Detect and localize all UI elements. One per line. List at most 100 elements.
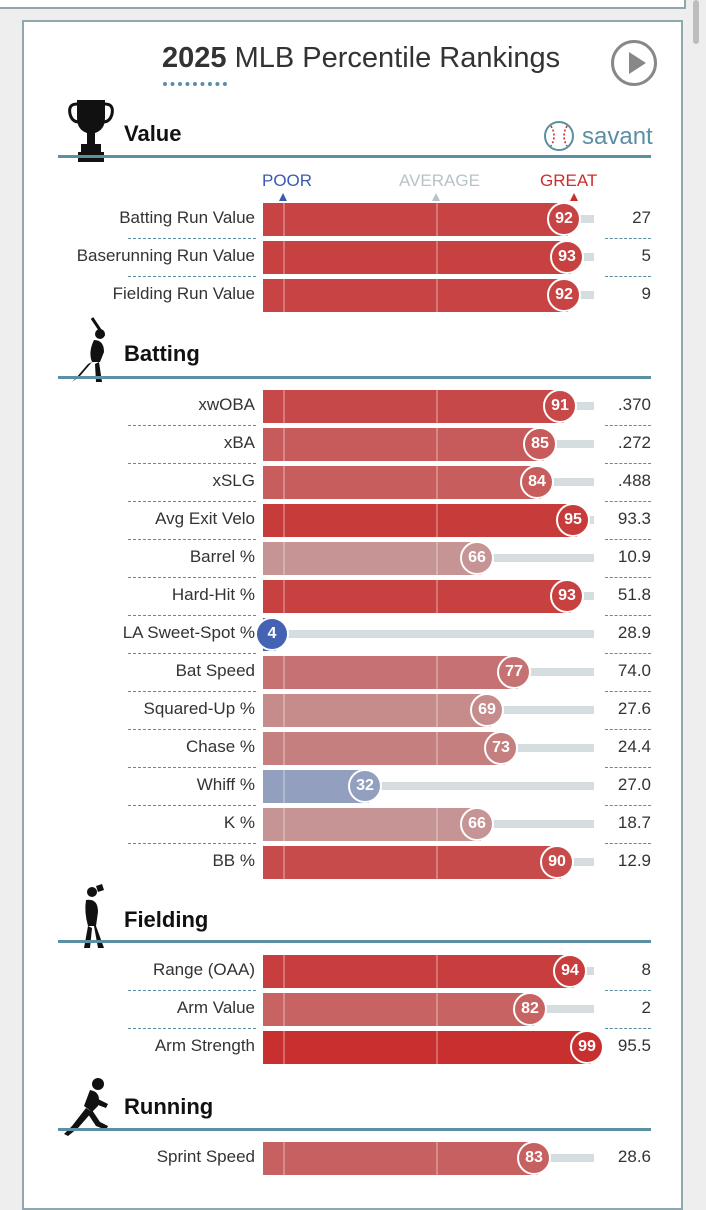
guide-tick: [283, 428, 285, 461]
row-separator: [128, 843, 256, 844]
guide-tick: [283, 1031, 285, 1064]
percentile-bar: [263, 241, 571, 274]
metric-label[interactable]: xBA: [223, 433, 255, 452]
metric-value: 27.0: [617, 775, 651, 794]
section-title: Fielding: [124, 907, 209, 932]
metric-label[interactable]: Barrel %: [189, 547, 255, 566]
guide-tick: [436, 203, 438, 236]
metric-value: .488: [617, 471, 651, 490]
metric-label[interactable]: Whiff %: [196, 775, 255, 794]
guide-tick: [436, 504, 438, 537]
row-separator: [128, 276, 256, 277]
guide-tick: [283, 808, 285, 841]
metric-label[interactable]: Squared-Up %: [143, 699, 255, 718]
poor-arrow-icon: [279, 193, 287, 201]
row-separator: [605, 805, 651, 806]
section-divider: [58, 940, 651, 943]
guide-tick: [436, 846, 438, 879]
metric-label[interactable]: Arm Strength: [154, 1036, 255, 1055]
metric-label[interactable]: Baserunning Run Value: [76, 246, 255, 265]
row-separator: [605, 276, 651, 277]
play-button[interactable]: [611, 40, 657, 86]
percentile-badge: 95: [556, 503, 590, 537]
percentile-badge: 94: [553, 954, 587, 988]
percentile-badge: 4: [255, 617, 289, 651]
guide-tick: [436, 993, 438, 1026]
metric-label[interactable]: xwOBA: [198, 395, 255, 414]
row-separator: [605, 653, 651, 654]
metric-value: 27.6: [617, 699, 651, 718]
row-separator: [605, 691, 651, 692]
guide-tick: [436, 390, 438, 423]
percentile-badge: 90: [540, 845, 574, 879]
percentile-badge: 83: [517, 1141, 551, 1175]
percentile-badge: 92: [547, 202, 581, 236]
percentile-bar: [263, 466, 541, 499]
percentile-badge: 84: [520, 465, 554, 499]
guide-tick: [283, 241, 285, 274]
title-underline: [163, 82, 227, 86]
metric-value: 9: [641, 284, 651, 303]
row-separator: [128, 539, 256, 540]
guide-tick: [283, 390, 285, 423]
metric-label[interactable]: BB %: [212, 851, 255, 870]
row-separator: [128, 501, 256, 502]
metric-label[interactable]: Avg Exit Velo: [155, 509, 255, 528]
metric-label[interactable]: Chase %: [186, 737, 255, 756]
row-separator: [605, 843, 651, 844]
row-separator: [128, 463, 256, 464]
percentile-bar: [263, 808, 481, 841]
metric-label[interactable]: Hard-Hit %: [171, 585, 255, 604]
guide-tick: [436, 466, 438, 499]
row-separator: [128, 729, 256, 730]
guide-tick: [283, 656, 285, 689]
metric-label[interactable]: K %: [223, 813, 255, 832]
metric-label[interactable]: Sprint Speed: [156, 1147, 255, 1166]
guide-tick: [436, 955, 438, 988]
guide-tick: [436, 1142, 438, 1175]
percentile-badge: 77: [497, 655, 531, 689]
metric-value: 74.0: [617, 661, 651, 680]
row-separator: [128, 238, 256, 239]
row-separator: [605, 238, 651, 239]
title-text: MLB Percentile Rankings: [226, 42, 561, 74]
scrollbar[interactable]: [693, 0, 699, 44]
metric-label[interactable]: xSLG: [212, 471, 255, 490]
guide-tick: [436, 732, 438, 765]
guide-tick: [283, 846, 285, 879]
row-separator: [605, 767, 651, 768]
metric-value: 27: [632, 208, 651, 227]
poor-label: POOR: [262, 171, 313, 190]
batter-icon: [72, 317, 106, 382]
metric-label[interactable]: Arm Value: [176, 998, 255, 1017]
metric-label[interactable]: LA Sweet-Spot %: [122, 623, 255, 642]
savant-brand[interactable]: savant: [582, 123, 653, 150]
guide-tick: [283, 1142, 285, 1175]
percentile-bar: [263, 203, 568, 236]
guide-tick: [436, 580, 438, 613]
metric-label[interactable]: Batting Run Value: [119, 208, 255, 227]
metric-value: 51.8: [617, 585, 651, 604]
guide-tick: [283, 279, 285, 312]
baseball-icon: [544, 121, 574, 151]
percentile-bar: [263, 694, 491, 727]
title-year: 2025: [162, 42, 227, 74]
row-separator: [128, 425, 256, 426]
guide-tick: [283, 955, 285, 988]
metric-label[interactable]: Bat Speed: [175, 661, 255, 680]
metric-value: 12.9: [617, 851, 651, 870]
percentile-badge: 93: [550, 579, 584, 613]
guide-tick: [283, 203, 285, 236]
metric-label[interactable]: Fielding Run Value: [112, 284, 255, 303]
guide-tick: [436, 542, 438, 575]
percentile-bar: [263, 993, 534, 1026]
guide-tick: [436, 241, 438, 274]
metric-label[interactable]: Range (OAA): [152, 960, 255, 979]
guide-tick: [283, 542, 285, 575]
row-separator: [128, 577, 256, 578]
percentile-badge: 73: [484, 731, 518, 765]
previous-card-edge: [0, 0, 686, 9]
guide-tick: [283, 770, 285, 803]
percentile-bar: [263, 279, 568, 312]
metric-value: 24.4: [617, 737, 651, 756]
